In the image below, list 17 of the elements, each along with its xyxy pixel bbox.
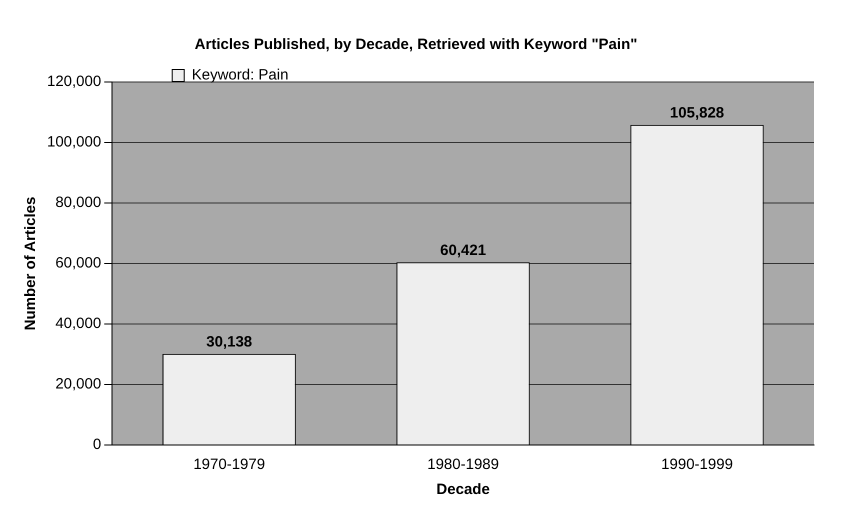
legend-label: Keyword: Pain [192,66,288,84]
y-axis-title: Number of Articles [22,196,40,330]
y-tick-label: 120,000 [46,73,102,90]
x-axis-title: Decade [436,481,490,498]
x-tick-label: 1970-1979 [193,456,266,474]
y-tick-label: 20,000 [55,376,102,393]
data-label: 105,828 [670,104,724,122]
y-tick-label: 80,000 [55,194,102,212]
y-tick-label: 100,000 [46,134,102,151]
y-tick-label: 40,000 [55,315,102,332]
y-tick-label: 60,000 [55,254,102,272]
x-tick-label: 1990-1999 [661,456,733,474]
chart-title: Articles Published, by Decade, Retrieved with Keyword "Pain" [194,36,638,54]
data-label: 60,421 [440,242,486,259]
y-tick-label: 0 [92,436,102,454]
x-tick-label: 1980-1989 [427,456,499,474]
data-label: 30,138 [206,333,252,350]
